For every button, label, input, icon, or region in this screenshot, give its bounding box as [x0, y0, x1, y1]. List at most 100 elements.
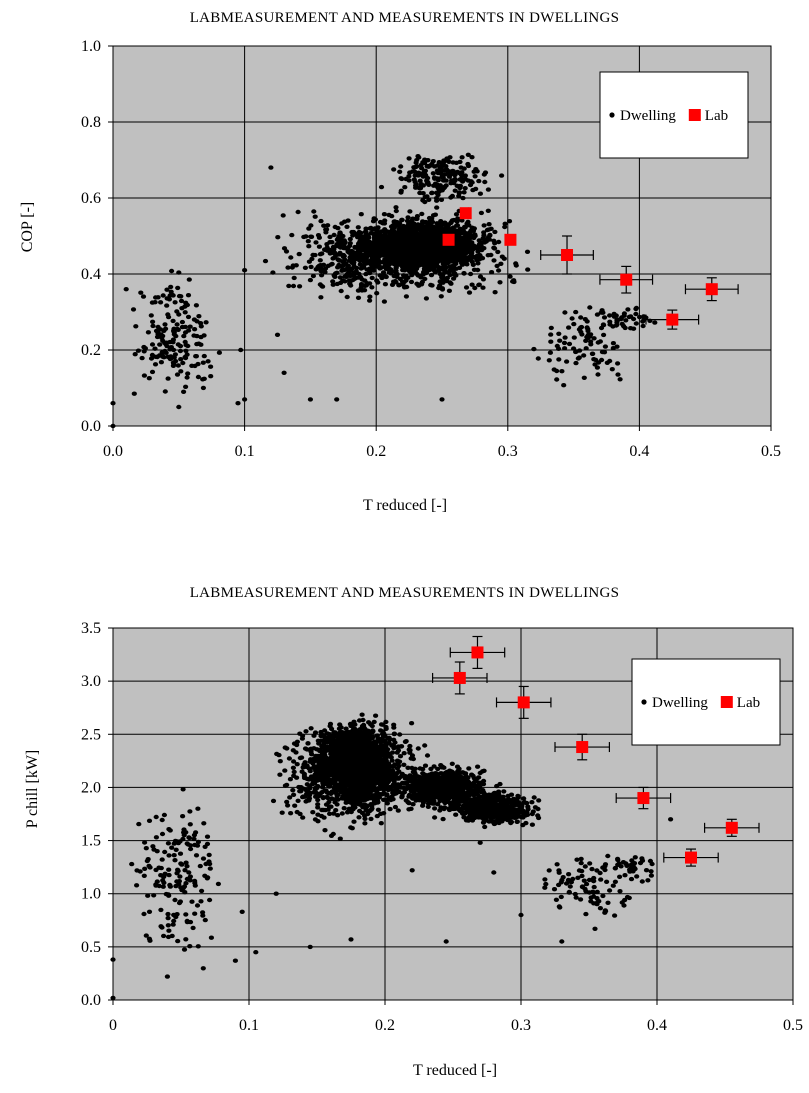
dwelling-point	[374, 227, 380, 232]
dwelling-point	[167, 356, 173, 362]
dwelling-point	[270, 270, 276, 275]
dwelling-point	[194, 341, 200, 347]
dwelling-point	[601, 322, 607, 328]
dwelling-point	[360, 805, 366, 810]
dwelling-point	[347, 798, 353, 804]
dwelling-point	[448, 281, 454, 286]
dwelling-point	[547, 350, 554, 355]
dwelling-point	[398, 246, 404, 252]
dwelling-point	[324, 242, 330, 247]
dwelling-point	[353, 232, 359, 237]
pchill-chart-panel: LABMEASUREMENT AND MEASUREMENTS IN DWELL…	[0, 575, 809, 1093]
dwelling-point	[406, 174, 412, 179]
dwelling-point	[435, 170, 441, 176]
dwelling-point	[276, 752, 282, 758]
dwelling-point	[356, 271, 362, 277]
dwelling-point	[391, 167, 397, 172]
dwelling-point	[411, 221, 417, 226]
dwelling-point	[443, 225, 449, 230]
dwelling-point	[310, 810, 316, 815]
dwelling-point	[524, 249, 531, 254]
dwelling-point	[181, 333, 187, 339]
dwelling-point	[561, 340, 568, 346]
dwelling-point	[152, 346, 158, 351]
dwelling-point	[444, 275, 450, 281]
dwelling-point	[597, 339, 604, 344]
dwelling-point	[420, 183, 426, 188]
dwelling-point	[383, 726, 389, 731]
dwelling-point	[339, 811, 345, 816]
x-tick-label: 0.2	[366, 443, 386, 460]
lab-point	[666, 313, 679, 326]
y-tick-label: 0.2	[81, 342, 101, 359]
dwelling-point	[158, 300, 164, 305]
dwelling-point	[396, 227, 402, 232]
dwelling-point	[364, 245, 370, 250]
dwelling-point	[443, 247, 450, 252]
legend-marker-dwelling	[609, 112, 615, 118]
dwelling-point	[375, 799, 381, 805]
dwelling-point	[133, 324, 139, 329]
dwelling-point	[141, 344, 147, 350]
dwelling-point	[319, 273, 325, 278]
dwelling-point	[443, 251, 449, 256]
dwelling-point	[438, 223, 444, 228]
dwelling-point	[446, 288, 452, 293]
dwelling-point	[291, 759, 297, 764]
dwelling-point	[440, 160, 447, 165]
dwelling-point	[462, 250, 468, 255]
dwelling-point	[416, 260, 422, 265]
dwelling-point	[359, 810, 365, 816]
dwelling-point	[140, 294, 147, 299]
dwelling-point	[420, 198, 426, 203]
dwelling-point	[315, 233, 322, 238]
dwelling-point	[438, 246, 444, 252]
dwelling-point	[434, 244, 440, 250]
dwelling-point	[485, 253, 491, 258]
dwelling-point	[242, 397, 248, 402]
x-tick-label: 0.4	[629, 443, 649, 460]
dwelling-point	[424, 753, 431, 758]
dwelling-point	[355, 295, 362, 300]
dwelling-point	[440, 168, 446, 173]
dwelling-point	[288, 811, 294, 816]
dwelling-point	[352, 805, 358, 810]
dwelling-point	[185, 371, 191, 376]
lab-point	[442, 233, 455, 246]
dwelling-point	[362, 253, 368, 258]
dwelling-point	[334, 397, 340, 402]
dwelling-point	[434, 234, 440, 240]
dwelling-point	[369, 275, 375, 281]
dwelling-point	[169, 292, 175, 297]
y-tick-label: 1.5	[81, 833, 101, 850]
dwelling-point	[432, 212, 438, 217]
dwelling-point	[340, 245, 347, 251]
dwelling-point	[162, 322, 168, 327]
dwelling-point	[163, 350, 169, 355]
dwelling-point	[336, 262, 342, 268]
dwelling-point	[282, 768, 288, 773]
dwelling-point	[191, 317, 197, 322]
dwelling-point	[492, 246, 498, 251]
dwelling-point	[481, 246, 487, 251]
dwelling-point	[158, 327, 164, 332]
dwelling-point	[201, 353, 207, 359]
dwelling-point	[438, 294, 444, 299]
dwelling-point	[367, 294, 373, 299]
dwelling-point	[424, 164, 430, 169]
dwelling-point	[342, 783, 348, 788]
dwelling-point	[287, 795, 293, 800]
dwelling-point	[336, 240, 342, 245]
dwelling-point	[203, 320, 209, 325]
dwelling-point	[476, 243, 482, 248]
dwelling-point	[602, 344, 609, 349]
dwelling-point	[401, 273, 407, 278]
dwelling-point	[487, 233, 493, 238]
dwelling-point	[489, 270, 495, 275]
dwelling-point	[607, 322, 613, 327]
dwelling-point	[367, 298, 373, 303]
dwelling-point	[383, 719, 389, 725]
dwelling-point	[173, 359, 179, 364]
dwelling-point	[434, 249, 440, 255]
y-tick-label: 0.0	[81, 418, 101, 435]
